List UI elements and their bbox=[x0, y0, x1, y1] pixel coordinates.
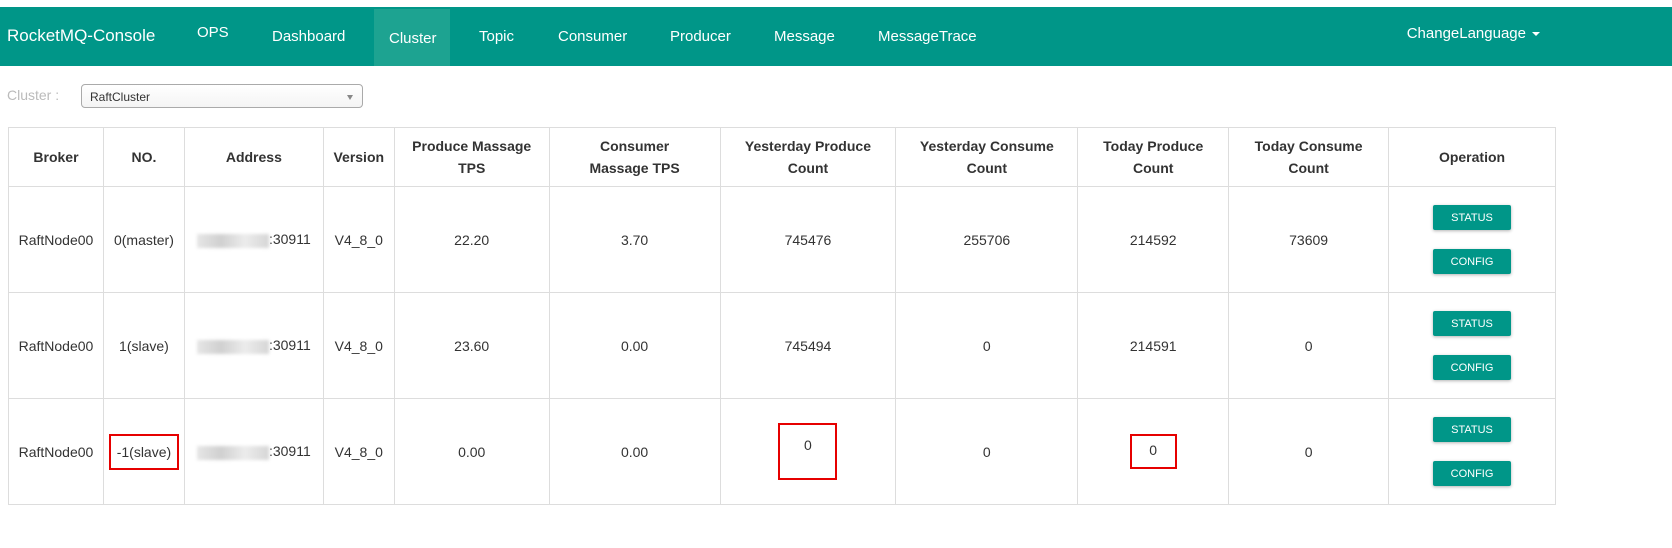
no-cell: -1(slave) bbox=[102, 398, 185, 505]
broker-cell: RaftNode00 bbox=[8, 292, 104, 399]
nav-consumer[interactable]: Consumer bbox=[558, 28, 628, 45]
yesterday-produce-cell: 0 bbox=[719, 398, 897, 505]
produce-tps-cell: 0.00 bbox=[393, 398, 550, 505]
no-value: -1(slave) bbox=[108, 433, 180, 470]
config-button[interactable]: CONFIG bbox=[1433, 249, 1512, 274]
table-row: RaftNode00 -1(slave):30911 V4_8_0 0.00 0.00 0… bbox=[8, 398, 1556, 505]
no-cell: 0(master) bbox=[102, 186, 185, 293]
nav-message[interactable]: Message bbox=[774, 28, 835, 45]
navbar: RocketMQ-Console OPS Dashboard Cluster T… bbox=[0, 7, 1672, 66]
operation-cell: STATUS CONFIG bbox=[1388, 292, 1556, 399]
brand[interactable]: RocketMQ-Console bbox=[7, 26, 156, 45]
status-button[interactable]: STATUS bbox=[1433, 205, 1512, 230]
address-cell: :30911 bbox=[183, 292, 324, 399]
nav-dashboard[interactable]: Dashboard bbox=[272, 28, 346, 45]
col-produce-tps: Produce Massage TPS bbox=[393, 127, 550, 187]
yesterday-produce-cell: 745494 bbox=[719, 292, 897, 399]
broker-cell: RaftNode00 bbox=[8, 186, 104, 293]
redacted-ip bbox=[196, 339, 269, 354]
status-button[interactable]: STATUS bbox=[1433, 417, 1512, 442]
consume-tps-cell: 3.70 bbox=[548, 186, 721, 293]
address-cell: :30911 bbox=[183, 186, 324, 293]
yesterday-consume-cell: 255706 bbox=[895, 186, 1079, 293]
nav-ops[interactable]: OPS bbox=[197, 24, 229, 41]
yesterday-produce-cell: 745476 bbox=[719, 186, 897, 293]
yesterday-consume-cell: 0 bbox=[895, 292, 1079, 399]
col-operation: Operation bbox=[1388, 127, 1556, 187]
redacted-ip bbox=[196, 445, 269, 460]
yesterday-produce-value: 745476 bbox=[784, 231, 832, 248]
version-cell: V4_8_0 bbox=[322, 398, 395, 505]
table-row: RaftNode00 0(master) :30911 V4_8_0 22.20 3.70… bbox=[8, 186, 1556, 293]
broker-table: Broker NO. Address Version Produce Massa… bbox=[8, 127, 1556, 505]
redacted-ip bbox=[196, 233, 269, 248]
caret-down-icon bbox=[1532, 32, 1540, 37]
config-button[interactable]: CONFIG bbox=[1433, 355, 1512, 380]
today-produce-cell: 0 bbox=[1077, 398, 1230, 505]
yesterday-produce-value: 745494 bbox=[784, 337, 832, 354]
today-produce-value: 0 bbox=[1129, 434, 1177, 469]
no-value: 0(master) bbox=[113, 231, 174, 248]
address-cell: :30911 bbox=[183, 398, 324, 505]
cluster-select[interactable]: RaftCluster bbox=[81, 84, 363, 108]
version-cell: V4_8_0 bbox=[322, 186, 395, 293]
today-consume-cell: 0 bbox=[1228, 292, 1390, 399]
consume-tps-cell: 0.00 bbox=[548, 398, 721, 505]
status-button[interactable]: STATUS bbox=[1433, 311, 1512, 336]
today-produce-cell: 214592 bbox=[1077, 186, 1230, 293]
table-row: RaftNode00 1(slave) :30911 V4_8_0 23.60 0.00 7… bbox=[8, 292, 1556, 399]
consume-tps-cell: 0.00 bbox=[548, 292, 721, 399]
address-port: :30911 bbox=[268, 231, 311, 248]
address-port: :30911 bbox=[268, 443, 311, 460]
change-language-dropdown[interactable]: ChangeLanguage bbox=[1407, 25, 1540, 42]
no-value: 1(slave) bbox=[119, 337, 169, 354]
change-language-label: ChangeLanguage bbox=[1406, 25, 1526, 42]
col-no: NO. bbox=[102, 127, 185, 187]
produce-tps-cell: 23.60 bbox=[393, 292, 550, 399]
nav-producer[interactable]: Producer bbox=[670, 28, 731, 45]
col-today-produce: Today Produce Count bbox=[1077, 127, 1230, 187]
today-consume-cell: 0 bbox=[1228, 398, 1390, 505]
today-produce-value: 214592 bbox=[1129, 231, 1177, 248]
operation-cell: STATUS CONFIG bbox=[1388, 398, 1556, 505]
no-cell: 1(slave) bbox=[102, 292, 185, 399]
col-version: Version bbox=[322, 127, 395, 187]
col-address: Address bbox=[183, 127, 324, 187]
cluster-select-value: RaftCluster bbox=[90, 90, 151, 104]
col-consume-tps: Consumer Massage TPS bbox=[548, 127, 721, 187]
nav-topic[interactable]: Topic bbox=[479, 28, 515, 45]
address-port: :30911 bbox=[268, 337, 311, 354]
chevron-down-icon bbox=[347, 95, 353, 100]
broker-cell: RaftNode00 bbox=[8, 398, 104, 505]
col-yesterday-consume: Yesterday Consume Count bbox=[895, 127, 1079, 187]
config-button[interactable]: CONFIG bbox=[1433, 461, 1512, 486]
cluster-label: Cluster : bbox=[7, 87, 60, 103]
produce-tps-cell: 22.20 bbox=[393, 186, 550, 293]
today-produce-value: 214591 bbox=[1129, 337, 1177, 354]
operation-cell: STATUS CONFIG bbox=[1388, 186, 1556, 293]
nav-cluster[interactable]: Cluster bbox=[374, 9, 450, 66]
col-yesterday-produce: Yesterday Produce Count bbox=[719, 127, 897, 187]
table-header: Broker NO. Address Version Produce Massa… bbox=[8, 127, 1556, 187]
col-today-consume: Today Consume Count bbox=[1228, 127, 1390, 187]
col-broker: Broker bbox=[8, 127, 104, 187]
yesterday-produce-value: 0 bbox=[778, 423, 838, 480]
yesterday-consume-cell: 0 bbox=[895, 398, 1079, 505]
nav-messagetrace[interactable]: MessageTrace bbox=[878, 28, 977, 45]
today-consume-cell: 73609 bbox=[1228, 186, 1390, 293]
version-cell: V4_8_0 bbox=[322, 292, 395, 399]
today-produce-cell: 214591 bbox=[1077, 292, 1230, 399]
